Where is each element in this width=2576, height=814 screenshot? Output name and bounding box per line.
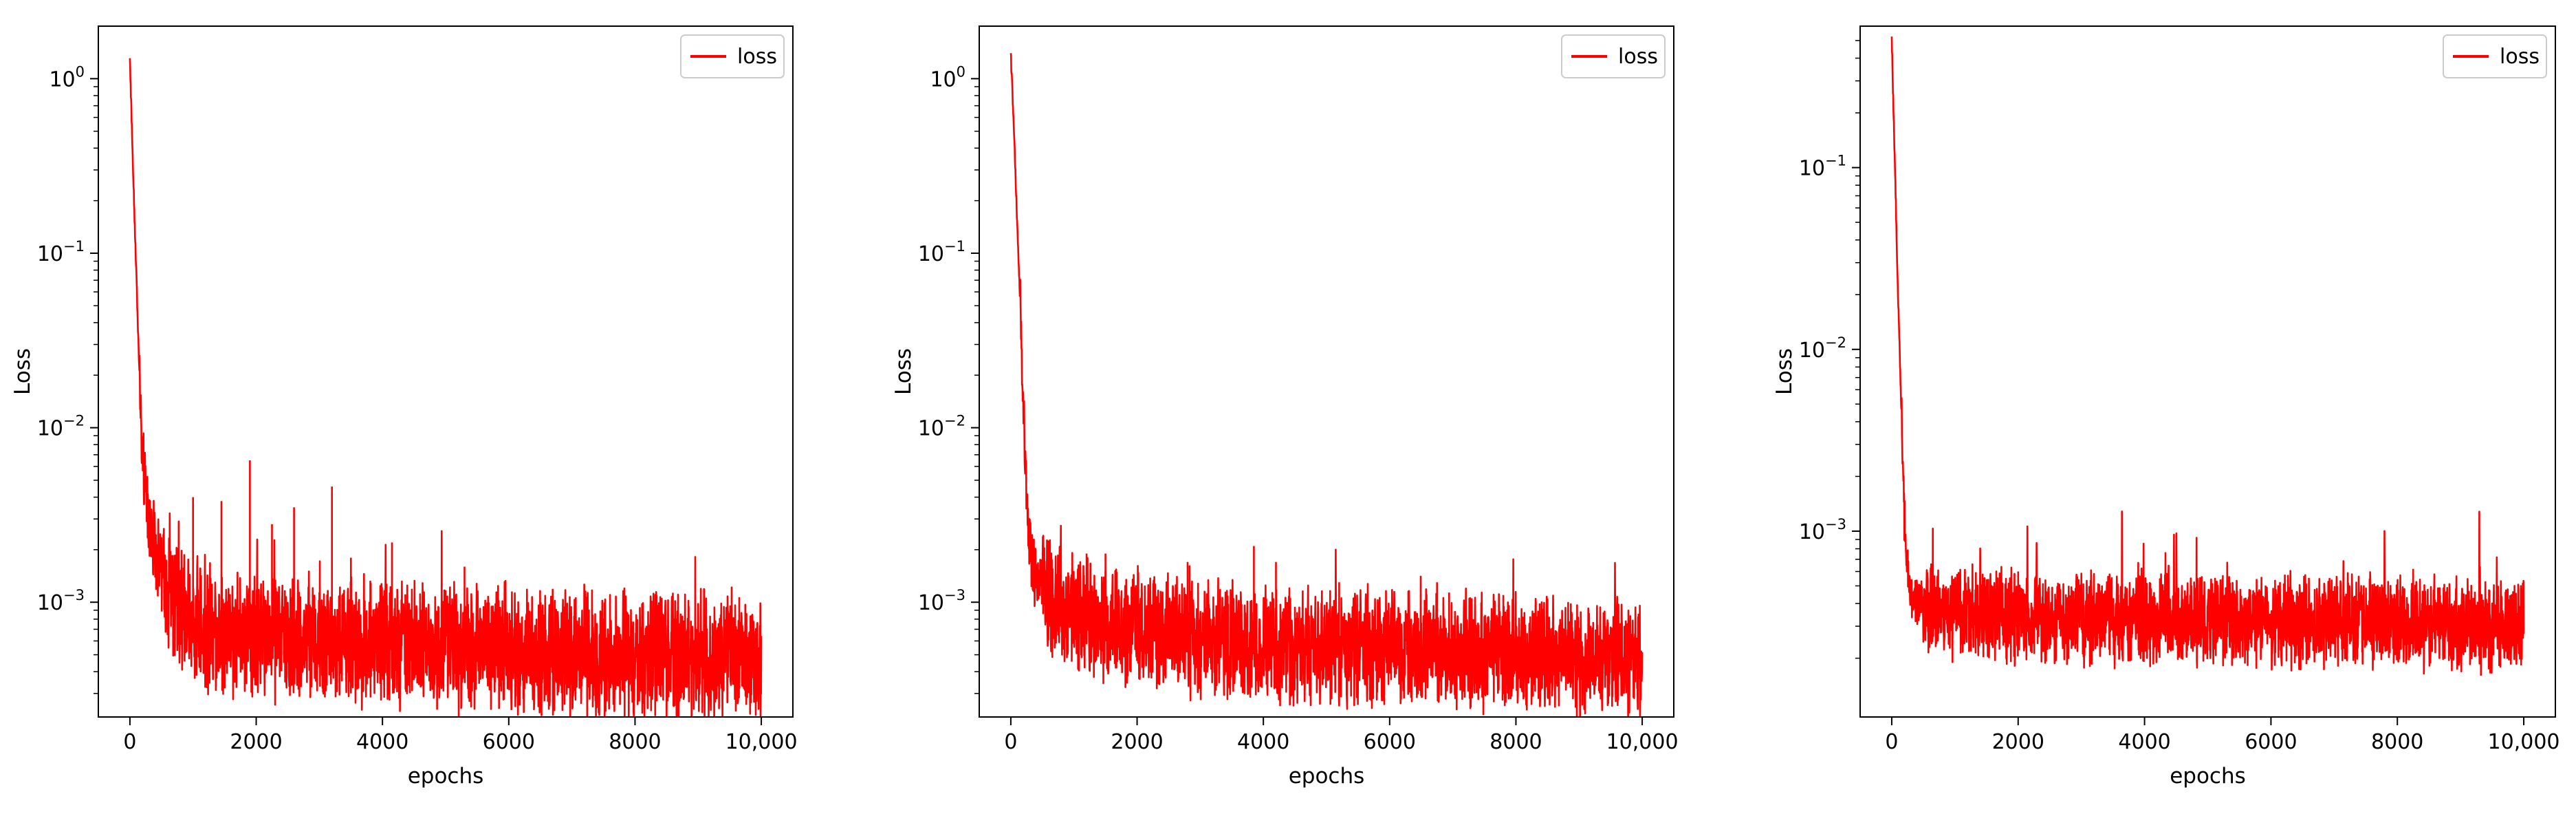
x-tick-label: 2000 (230, 730, 282, 754)
x-tick-label: 2000 (1992, 730, 2044, 754)
x-tick-label: 0 (123, 730, 136, 754)
legend-box (680, 34, 785, 78)
x-tick-label: 4000 (2118, 730, 2170, 754)
x-tick-label: 2000 (1111, 730, 1163, 754)
y-tick-label: 10−2 (1799, 334, 1846, 363)
legend: loss (2443, 34, 2547, 78)
legend-label: loss (2500, 45, 2540, 69)
legend: loss (680, 34, 785, 78)
y-tick-label: 10−3 (37, 587, 85, 615)
y-tick-label: 10−2 (918, 413, 965, 441)
x-tick-label: 6000 (1364, 730, 1416, 754)
legend: loss (1561, 34, 1666, 78)
y-tick-label: 10−1 (37, 238, 85, 266)
x-tick-label: 8000 (2371, 730, 2423, 754)
loss-series-line (1009, 53, 1644, 717)
x-axis-label: epochs (408, 764, 484, 789)
y-tick-label: 10−1 (918, 238, 965, 266)
chart-panel-1: 0 2000 4000 6000 8000 10,000 100 10−1 10−2 10−3 ep… (10, 25, 798, 789)
x-tick-label: 6000 (483, 730, 535, 754)
y-tick-label: 10−1 (1799, 153, 1846, 181)
axes-frame (98, 25, 794, 718)
legend-box (2443, 34, 2547, 78)
axes-frame (979, 25, 1674, 718)
x-tick-label: 0 (1004, 730, 1017, 754)
x-tick-label: 4000 (1237, 730, 1289, 754)
y-tick-label: 10−2 (37, 413, 85, 441)
x-tick-label: 8000 (609, 730, 661, 754)
x-tick-label: 10,000 (725, 730, 798, 754)
x-tick-label: 10,000 (1606, 730, 1679, 754)
legend-label: loss (737, 45, 777, 69)
x-tick-label: 10,000 (2488, 730, 2560, 754)
x-axis-label: epochs (1289, 764, 1365, 789)
x-tick-label: 8000 (1489, 730, 1542, 754)
loss-series-line (1890, 36, 2525, 676)
x-tick-label: 6000 (2245, 730, 2297, 754)
y-axis-label: Loss (1772, 348, 1797, 395)
x-tick-label: 4000 (356, 730, 408, 754)
y-tick-label: 10−3 (918, 587, 965, 615)
y-tick-label: 100 (930, 63, 965, 92)
y-axis-label: Loss (891, 348, 916, 395)
loss-series-line (129, 58, 763, 717)
y-axis-label: Loss (10, 348, 35, 395)
legend-label: loss (1618, 45, 1658, 69)
chart-panel-2: 0 2000 4000 6000 8000 10,000 100 10−1 10−2 10−3 ep… (891, 25, 1679, 789)
y-tick-label: 10−3 (1799, 516, 1846, 544)
y-tick-label: 100 (49, 63, 85, 92)
legend-box (1561, 34, 1666, 78)
chart-panel-3: 0 2000 4000 6000 8000 10,000 10−1 10−2 10−3 epoch… (1772, 25, 2560, 789)
axes-frame (1859, 25, 2556, 718)
x-tick-label: 0 (1885, 730, 1898, 754)
x-axis-label: epochs (2170, 764, 2246, 789)
